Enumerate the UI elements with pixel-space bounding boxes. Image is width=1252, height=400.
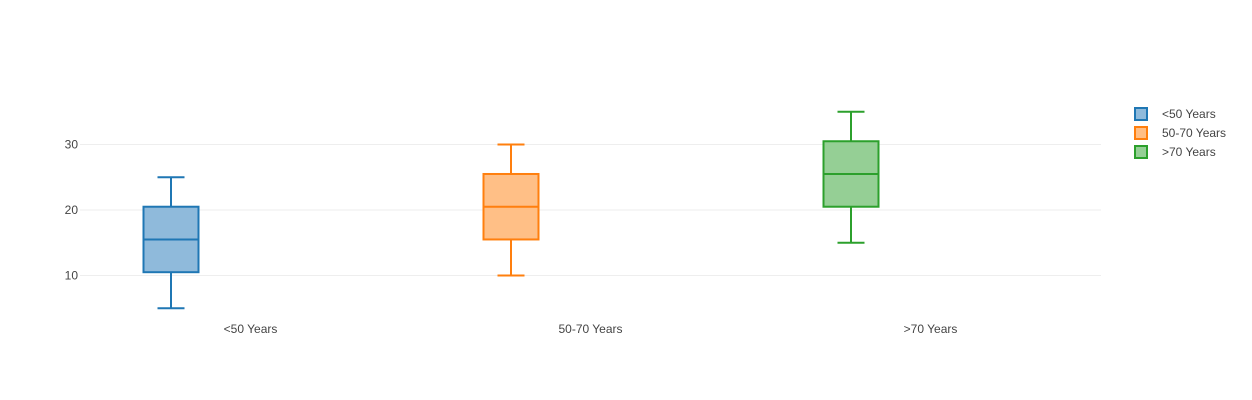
legend-label: <50 Years xyxy=(1162,107,1216,121)
y-tick-label: 10 xyxy=(65,268,79,282)
legend-swatch xyxy=(1134,107,1148,121)
box-1 xyxy=(142,176,200,310)
y-tick-label: 30 xyxy=(65,138,79,152)
legend-item: 50-70 Years xyxy=(1134,126,1226,140)
y-tick-label: 20 xyxy=(65,203,79,217)
legend-item: <50 Years xyxy=(1134,107,1216,121)
legend-label: 50-70 Years xyxy=(1162,126,1226,140)
y-axis-ticks: 10 20 30 xyxy=(65,138,79,283)
legend-swatch xyxy=(1134,126,1148,140)
legend-swatch xyxy=(1134,145,1148,159)
x-axis-ticks: <50 Years 50-70 Years >70 Years xyxy=(224,322,958,336)
x-tick-label: <50 Years xyxy=(224,322,278,336)
legend: <50 Years 50-70 Years >70 Years xyxy=(1134,107,1226,159)
x-tick-label: >70 Years xyxy=(904,322,958,336)
legend-item: >70 Years xyxy=(1134,145,1216,159)
y-grid xyxy=(80,144,1101,276)
box-3 xyxy=(822,110,880,244)
box-series xyxy=(142,110,880,310)
legend-label: >70 Years xyxy=(1162,145,1216,159)
x-tick-label: 50-70 Years xyxy=(558,322,622,336)
box-2 xyxy=(482,143,540,277)
